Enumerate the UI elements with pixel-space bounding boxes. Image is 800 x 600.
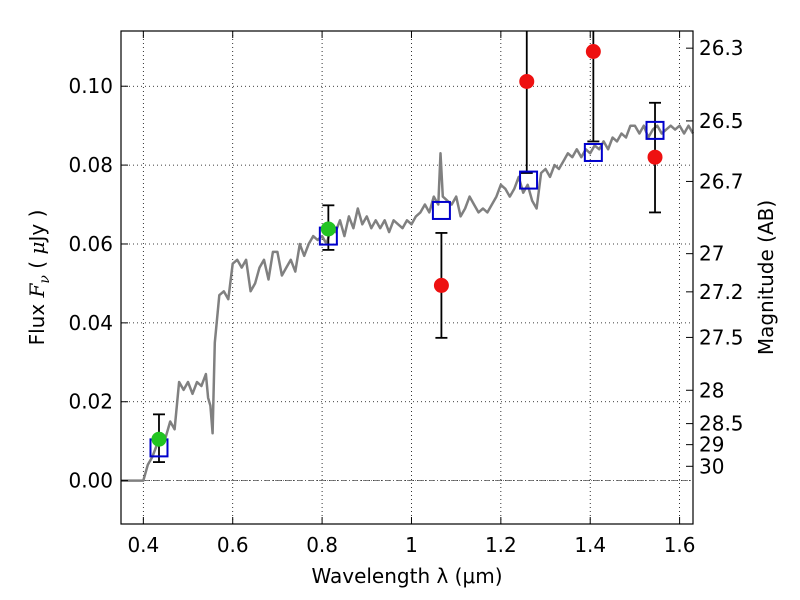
ticks: 0.4 0.6 0.8 1 1.2 1.4 1.6 0.00 0.02 0.04 0.06 0.08 0… (68, 31, 744, 557)
measurement-marker (519, 73, 535, 89)
x-tick-label: 1 (405, 533, 418, 557)
x-tick-label: 0.8 (306, 533, 338, 557)
y2-tick-label: 27 (699, 242, 724, 266)
y2-tick-label: 28.5 (699, 412, 744, 436)
y-axis-label-subscript: ν (37, 275, 53, 284)
spectrum-line (121, 124, 695, 482)
y2-tick-label: 29 (699, 433, 724, 457)
x-tick-label: 1.2 (485, 533, 517, 557)
y2-tick-label: 27.5 (699, 325, 744, 349)
y-axis-label-unit: Jy ) (25, 210, 49, 244)
plot-content (121, 31, 695, 482)
y-tick-label: 0.08 (68, 153, 113, 177)
y-axis-label-paren: ( (25, 255, 49, 276)
y-axis-label-mu: μ (25, 242, 49, 255)
y-axis-label-word: Flux (25, 297, 49, 345)
y-tick-label: 0.10 (68, 74, 113, 98)
y2-tick-label: 26.3 (699, 36, 744, 60)
y2-tick-label: 26.7 (699, 169, 744, 193)
measurement-marker (433, 277, 449, 293)
model-square-marker (431, 200, 451, 220)
y2-tick-label: 28 (699, 378, 724, 402)
measurement-marker (585, 44, 601, 60)
y-axis-label: Flux Fν ( μJy ) (25, 210, 53, 346)
model-square-marker (583, 142, 603, 162)
x-tick-label: 1.4 (574, 533, 606, 557)
measurement-marker (647, 149, 663, 165)
y-axis-label-symbol: F (25, 282, 49, 298)
y2-tick-label: 27.2 (699, 280, 744, 304)
x-tick-label: 1.6 (664, 533, 696, 557)
detection-marker (320, 221, 336, 237)
y2-axis-label: Magnitude (AB) (754, 200, 778, 355)
x-axis-label: Wavelength λ (μm) (311, 564, 502, 588)
y-tick-label: 0.04 (68, 311, 113, 335)
y-tick-label: 0.02 (68, 390, 113, 414)
model-square-marker (519, 170, 539, 190)
plot-frame (120, 30, 694, 525)
x-tick-label: 0.4 (127, 533, 159, 557)
y-tick-label: 0.06 (68, 232, 113, 256)
y2-tick-label: 26.5 (699, 109, 744, 133)
x-tick-label: 0.6 (217, 533, 249, 557)
detection-marker (151, 431, 167, 447)
y2-tick-label: 30 (699, 454, 724, 478)
model-square-marker (645, 120, 665, 140)
y-tick-label: 0.00 (68, 469, 113, 493)
